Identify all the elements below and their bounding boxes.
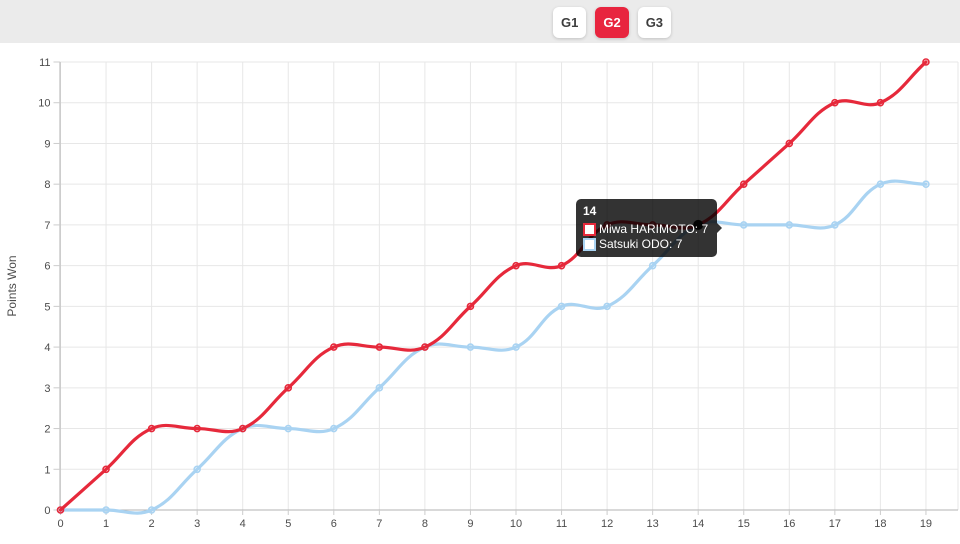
x-tick-label: 6	[331, 518, 337, 530]
x-tick-label: 8	[422, 518, 428, 530]
data-point[interactable]	[557, 261, 566, 270]
data-point[interactable]	[193, 465, 201, 474]
x-tick-label: 3	[194, 518, 200, 530]
data-point[interactable]	[238, 424, 247, 433]
data-point[interactable]	[785, 221, 794, 229]
data-point[interactable]	[922, 58, 930, 66]
y-tick-label: 11	[39, 57, 50, 69]
tab-g2[interactable]: G2	[595, 7, 629, 38]
data-point[interactable]	[421, 343, 429, 351]
data-point[interactable]	[466, 302, 475, 311]
x-tick-label: 9	[467, 518, 473, 530]
data-point[interactable]	[831, 221, 839, 229]
tooltip-row-label: Miwa HARIMOTO: 7	[599, 222, 709, 236]
data-point[interactable]	[284, 384, 293, 392]
x-tick-label: 5	[285, 518, 291, 530]
data-point[interactable]	[466, 343, 475, 351]
tooltip-title: 14	[583, 204, 597, 218]
chart-tooltip: 14 Miwa HARIMOTO: 7 Satsuki ODO: 7	[576, 199, 723, 257]
data-point[interactable]	[193, 424, 201, 433]
data-point[interactable]	[739, 221, 748, 229]
data-point[interactable]	[922, 180, 930, 188]
x-tick-label: 18	[874, 518, 886, 530]
data-point[interactable]	[512, 261, 520, 270]
data-point[interactable]	[739, 180, 748, 188]
y-tick-label: 6	[44, 261, 50, 273]
y-tick-label: 4	[44, 342, 50, 354]
tooltip-row: Miwa HARIMOTO: 7	[583, 222, 708, 236]
game-tab-bar: G1 G2 G3	[0, 0, 960, 43]
y-tick-label: 3	[44, 383, 50, 395]
data-point[interactable]	[785, 139, 794, 148]
data-point[interactable]	[102, 506, 110, 514]
x-tick-label: 7	[376, 518, 382, 530]
data-point[interactable]	[56, 506, 65, 514]
tooltip-row-label: Satsuki ODO: 7	[599, 237, 683, 251]
x-tick-label: 10	[510, 518, 522, 530]
x-tick-label: 17	[829, 518, 841, 530]
y-tick-label: 2	[44, 424, 50, 436]
x-tick-label: 13	[647, 518, 659, 530]
x-tick-label: 2	[149, 518, 155, 530]
tooltip-caret	[717, 223, 723, 233]
series-color-swatch-harimoto	[583, 222, 596, 236]
data-point[interactable]	[512, 343, 520, 351]
y-tick-label: 1	[44, 464, 50, 476]
data-point[interactable]	[329, 424, 338, 433]
data-point[interactable]	[375, 343, 384, 351]
x-tick-label: 19	[920, 518, 932, 530]
x-tick-label: 15	[738, 518, 750, 530]
data-point[interactable]	[876, 180, 885, 188]
data-point[interactable]	[102, 465, 110, 474]
y-axis-title: Points Won	[5, 255, 19, 316]
y-tick-label: 10	[38, 98, 50, 110]
data-point[interactable]	[147, 424, 156, 433]
data-point[interactable]	[375, 384, 384, 392]
y-tick-label: 0	[44, 505, 50, 517]
tab-g3[interactable]: G3	[637, 7, 672, 38]
series-line	[58, 179, 928, 515]
y-tick-label: 8	[44, 179, 50, 191]
data-point[interactable]	[329, 343, 338, 351]
data-point[interactable]	[876, 98, 885, 107]
tooltip-row: Satsuki ODO: 7	[583, 237, 708, 251]
data-point[interactable]	[284, 424, 293, 433]
x-tick-label: 14	[692, 518, 704, 530]
y-tick-label: 9	[44, 138, 50, 150]
data-point[interactable]	[603, 302, 611, 311]
data-point[interactable]	[147, 506, 156, 514]
data-point[interactable]	[831, 98, 839, 107]
x-tick-label: 11	[556, 518, 567, 530]
x-tick-label: 16	[783, 518, 795, 530]
series-color-swatch-odo	[583, 237, 596, 251]
x-tick-label: 12	[601, 518, 613, 530]
x-tick-label: 0	[57, 518, 63, 530]
y-tick-label: 5	[44, 301, 50, 313]
y-tick-label: 7	[44, 220, 50, 232]
data-point[interactable]	[648, 261, 657, 270]
x-tick-label: 4	[240, 518, 246, 530]
tab-g1[interactable]: G1	[553, 7, 587, 38]
x-tick-label: 1	[103, 518, 109, 530]
series-line	[58, 60, 928, 512]
data-point[interactable]	[557, 302, 566, 311]
game-tabs: G1 G2 G3	[553, 7, 672, 38]
